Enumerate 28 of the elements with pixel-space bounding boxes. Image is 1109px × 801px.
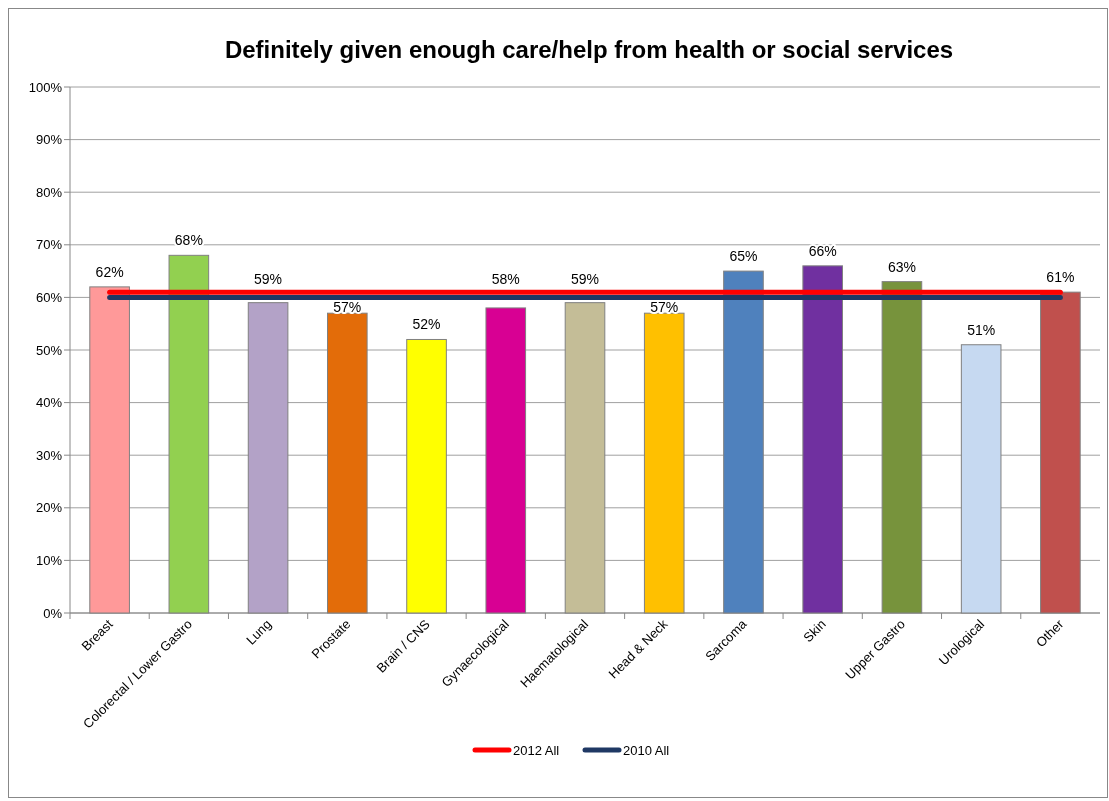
data-label: 63% [887, 258, 916, 275]
data-label: 57% [650, 299, 679, 316]
chart-title: Definitely given enough care/help from health or social services [224, 36, 954, 63]
y-tick-label: 90% [35, 132, 63, 148]
legend-label: 2012 All [513, 742, 560, 758]
y-tick-label: 10% [35, 552, 63, 568]
y-tick-label: 50% [35, 342, 63, 358]
data-label: 52% [412, 316, 441, 333]
y-tick-label: 20% [35, 500, 63, 516]
y-tick-label: 80% [35, 184, 63, 200]
y-tick-label: 30% [35, 447, 63, 463]
y-tick-label: 60% [35, 289, 63, 305]
data-label: 59% [570, 271, 600, 288]
y-tick-label: 100% [28, 79, 63, 95]
data-label: 65% [729, 248, 758, 265]
data-label: 66% [808, 242, 837, 259]
legend-label: 2010 All [623, 742, 670, 758]
y-tick-label: 0% [43, 605, 63, 621]
data-label: 58% [491, 271, 520, 288]
y-tick-label: 40% [35, 395, 63, 411]
y-tick-label: 70% [35, 237, 63, 253]
x-tick-label: Skin [800, 616, 829, 646]
data-label: 68% [174, 232, 203, 249]
data-label: 57% [333, 299, 362, 316]
data-label: 51% [967, 321, 996, 338]
data-label: 59% [254, 271, 283, 288]
data-label: 62% [95, 263, 124, 280]
data-label: 61% [1046, 269, 1075, 286]
